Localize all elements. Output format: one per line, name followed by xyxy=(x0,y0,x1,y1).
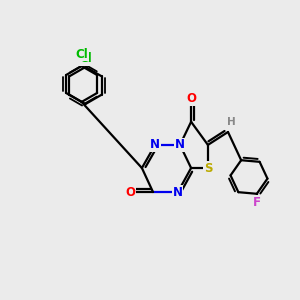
Text: N: N xyxy=(173,185,183,199)
Text: S: S xyxy=(204,161,212,175)
Text: O: O xyxy=(125,185,136,199)
Text: Cl: Cl xyxy=(79,52,92,65)
Text: O: O xyxy=(186,92,196,106)
Text: F: F xyxy=(253,196,261,209)
Text: N: N xyxy=(150,138,160,152)
Text: Cl: Cl xyxy=(75,48,88,61)
Text: N: N xyxy=(175,138,185,152)
Text: H: H xyxy=(227,117,236,128)
